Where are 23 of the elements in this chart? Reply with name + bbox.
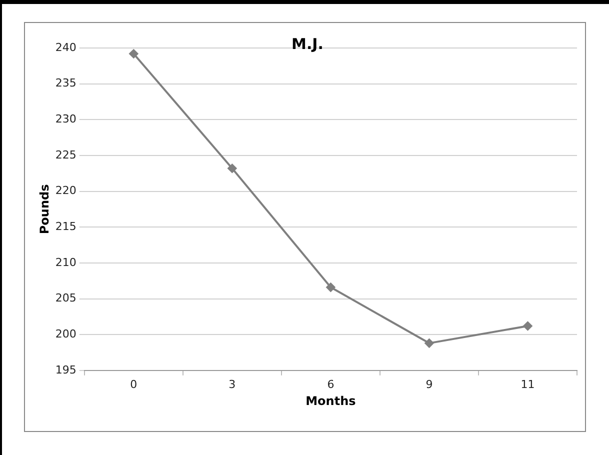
y-tick-label: 205: [55, 292, 76, 305]
x-tick-label: 9: [426, 378, 433, 391]
y-tick-label: 235: [55, 76, 76, 90]
point: [326, 282, 336, 292]
y-tick-label: 240: [55, 40, 76, 54]
point: [424, 338, 434, 348]
y-tick-label: 230: [55, 112, 76, 126]
chart-title: M.J.: [292, 34, 324, 53]
x-tick-label: 0: [130, 378, 138, 391]
y-tick-label: 225: [55, 148, 76, 162]
y-tick-label: 195: [55, 363, 76, 376]
x-tick-label: 3: [228, 378, 236, 391]
y-tick-label: 220: [55, 184, 76, 198]
x-axis-title: Months: [306, 394, 356, 408]
y-tick-label: 215: [55, 220, 76, 233]
y-axis-title: Pounds: [37, 184, 52, 234]
y-tick-label: 200: [55, 327, 76, 340]
x-tick-label: 6: [327, 378, 334, 391]
point: [129, 49, 138, 58]
point: [228, 164, 237, 173]
point: [523, 321, 532, 330]
x-tick-label: 11: [520, 378, 535, 391]
y-tick-label: 210: [55, 256, 76, 269]
